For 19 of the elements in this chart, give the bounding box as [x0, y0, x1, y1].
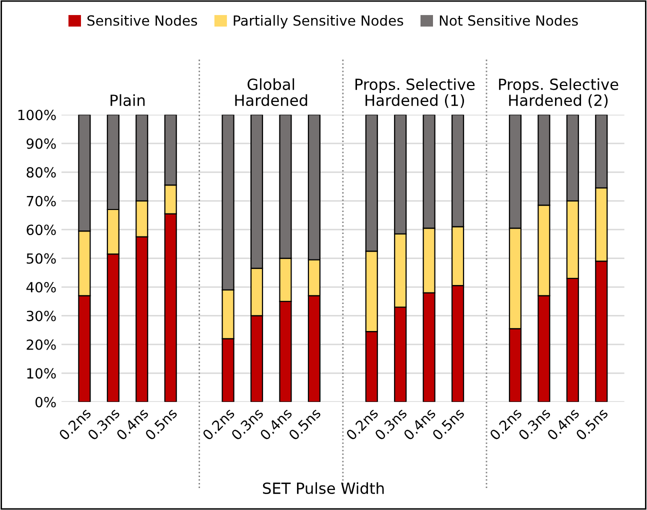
text: Props. Selective Hardened (2) — [499, 78, 618, 108]
legend-label: Not Sensitive Nodes — [440, 15, 578, 26]
y-tick-label: 100% — [18, 110, 56, 120]
y-tick-label: 0% — [35, 396, 56, 408]
y-tick-label: 80% — [26, 167, 56, 178]
y-tick-label: 20% — [26, 339, 56, 350]
legend-label: Sensitive Nodes — [87, 15, 198, 26]
legend-label: Partially Sensitive Nodes — [234, 15, 404, 28]
text: Plain — [110, 94, 145, 106]
y-tick-label: 60% — [26, 224, 56, 236]
x-axis-title: SET Pulse Width — [263, 482, 384, 494]
y-tick-label: 70% — [26, 196, 56, 206]
y-tick-label: 10% — [27, 368, 56, 379]
y-tick-label: 30% — [26, 310, 56, 322]
y-tick-label: 50% — [26, 253, 56, 264]
y-tick-label: 40% — [26, 282, 56, 292]
text: Global Hardened — [235, 78, 308, 106]
y-tick-label: 90% — [26, 138, 56, 149]
text: Props. Selective Hardened (1) — [355, 78, 475, 108]
